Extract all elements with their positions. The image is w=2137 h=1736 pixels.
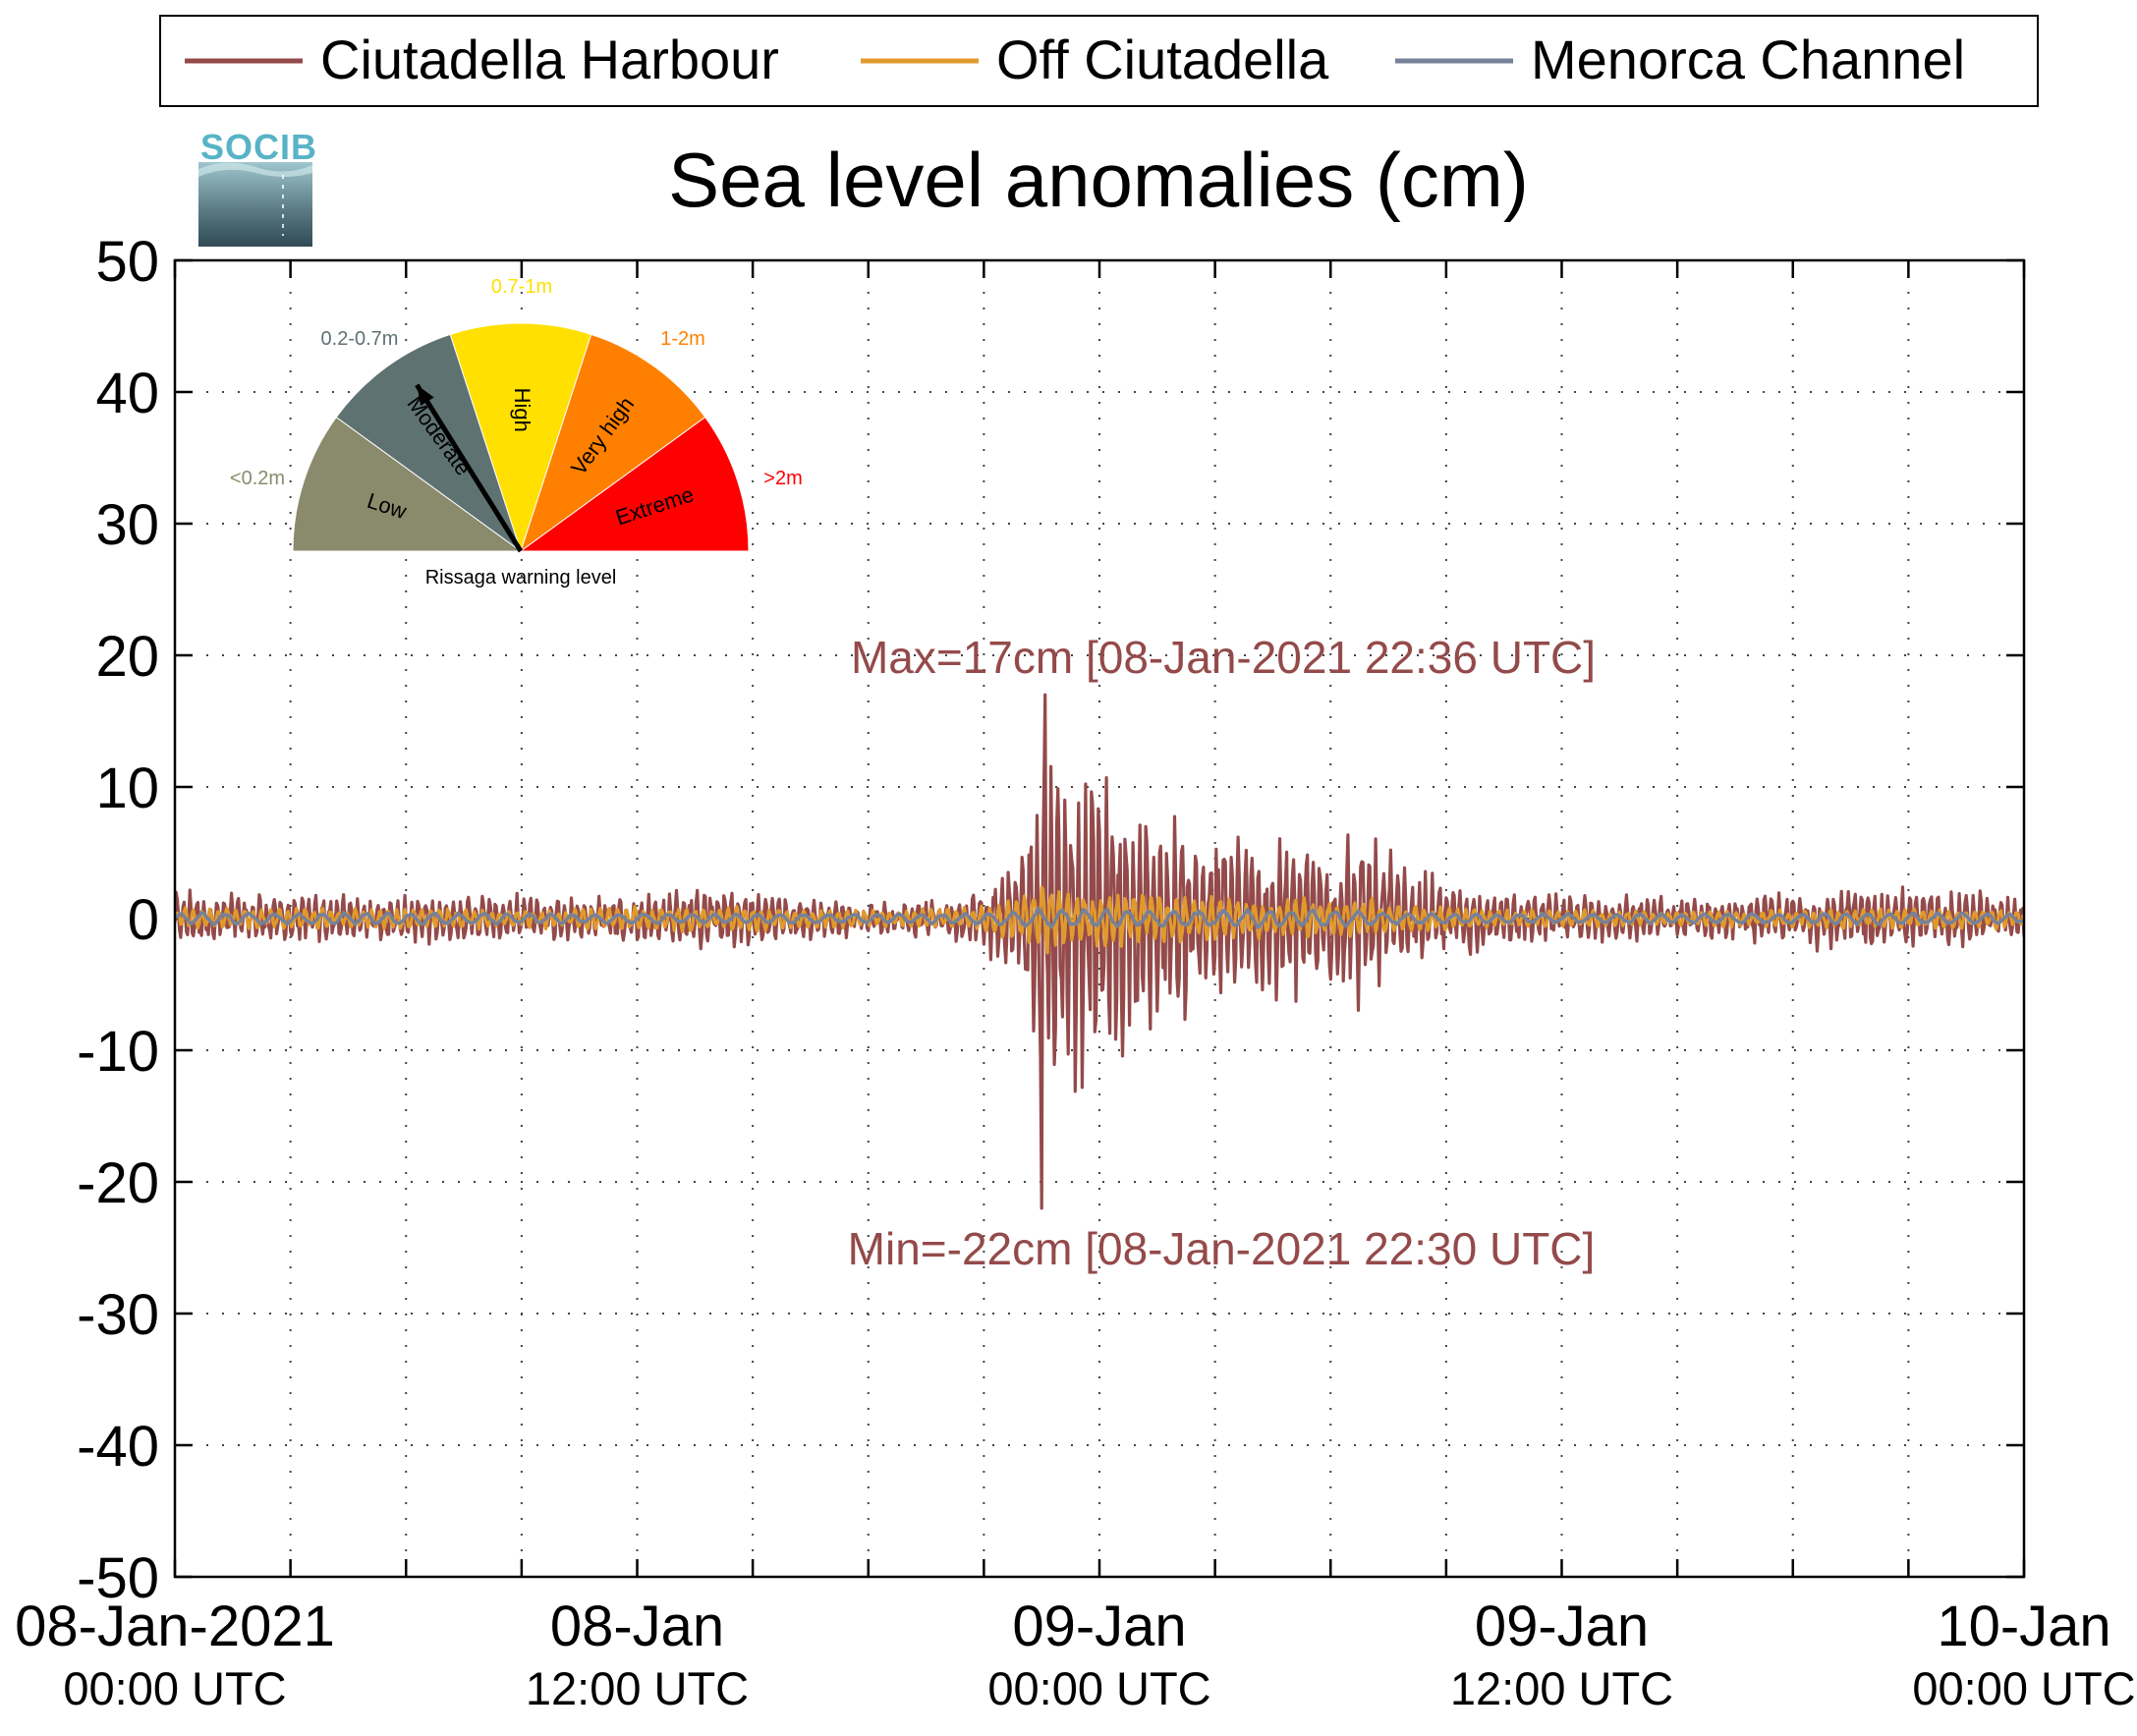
series-line-ciutadella-harbour	[175, 693, 2024, 1210]
gauge-title: Rissaga warning level	[425, 567, 617, 588]
socib-logo: SOCIB	[198, 127, 317, 247]
gauge-sector	[519, 416, 750, 552]
gauge-range-label: >2m	[763, 468, 802, 489]
gauge-range-label: 1-2m	[660, 328, 705, 350]
gauge-range-label: <0.2m	[230, 468, 285, 489]
x-tick-label: 09-Jan	[1012, 1595, 1186, 1658]
legend-box	[159, 15, 2039, 107]
x-tick-label: 08-Jan-2021	[15, 1595, 335, 1658]
y-tick-label: -20	[77, 1151, 159, 1215]
logo-text: SOCIB	[200, 127, 317, 167]
max-annotation: Max=17cm [08-Jan-2021 22:36 UTC]	[851, 632, 1596, 683]
gauge-range-label: 0.7-1m	[491, 276, 552, 298]
y-tick-label: 10	[95, 756, 159, 820]
x-tick-label: 09-Jan	[1475, 1595, 1649, 1658]
chart-title: Sea level anomalies (cm)	[668, 137, 1529, 223]
gauge-sector	[449, 322, 592, 553]
y-tick-label: -50	[77, 1546, 159, 1610]
y-tick-label: -10	[77, 1020, 159, 1084]
gauge-sector	[292, 416, 523, 552]
legend: Ciutadella Harbour Off Ciutadella Menorca …	[159, 15, 2039, 107]
plot-frame	[173, 258, 2026, 1579]
gauge-needle	[415, 383, 524, 553]
x-tick-sublabel: 12:00 UTC	[526, 1662, 749, 1714]
series-lines	[175, 693, 2024, 1210]
gauge-sector	[520, 333, 706, 553]
y-tick-label: -40	[77, 1415, 159, 1479]
min-annotation: Min=-22cm [08-Jan-2021 22:30 UTC]	[848, 1223, 1596, 1274]
x-tick-sublabel: 00:00 UTC	[1912, 1662, 2135, 1714]
gauge-needle-head	[417, 384, 434, 406]
y-tick-label: 50	[95, 230, 159, 294]
gauge-needle-shaft	[415, 383, 524, 553]
x-tick-label: 08-Jan	[550, 1595, 724, 1658]
x-tick-label: 10-Jan	[1937, 1595, 2110, 1658]
y-tick-label: -30	[77, 1283, 159, 1347]
x-tick-sublabel: 00:00 UTC	[63, 1662, 286, 1714]
gauge-sector	[335, 333, 522, 553]
series-line-menorca-channel	[175, 906, 2024, 929]
y-tick-label: 0	[128, 888, 159, 952]
x-tick-sublabel: 00:00 UTC	[987, 1662, 1210, 1714]
legend-label: Off Ciutadella	[996, 28, 1329, 90]
gauge-range-label: 0.2-0.7m	[321, 328, 399, 350]
y-tick-label: 40	[95, 362, 159, 425]
y-tick-label: 30	[95, 493, 159, 557]
legend-label: Menorca Channel	[1531, 28, 1965, 90]
gauge-sector-label: High	[510, 388, 534, 432]
y-tick-label: 20	[95, 625, 159, 689]
x-tick-sublabel: 12:00 UTC	[1450, 1662, 1673, 1714]
y-tick-labels: 50 40 30 20 10 0 -10 -20 -30 -40 -50	[77, 230, 159, 1610]
legend-label: Ciutadella Harbour	[320, 28, 779, 90]
